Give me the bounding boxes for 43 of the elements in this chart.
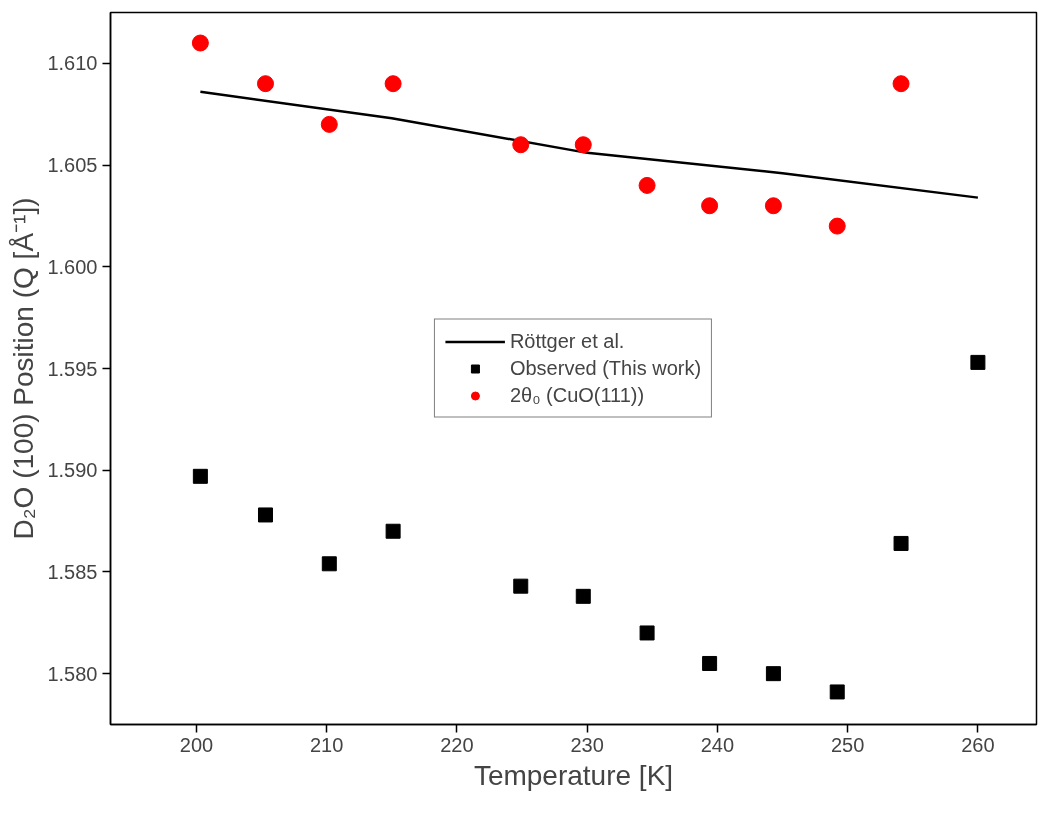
legend-label: Röttger et al. [509, 329, 625, 353]
point [829, 684, 845, 700]
point [192, 468, 208, 484]
y-axis-title: D₂O (100) Position (Q [Å⁻¹]) [8, 197, 40, 540]
point [321, 556, 337, 572]
point [575, 588, 591, 604]
x-tick-label: 250 [830, 733, 865, 756]
y-tick-label: 1.580 [47, 662, 98, 685]
y-tick-label: 1.585 [47, 560, 98, 583]
y-tick-label: 1.605 [47, 154, 98, 177]
point [257, 507, 273, 523]
point [512, 136, 530, 154]
point [191, 34, 209, 52]
point [701, 197, 719, 215]
y-tick-label: 1.600 [47, 255, 98, 278]
point [893, 535, 909, 551]
legend-label: Observed (This work) [509, 356, 702, 380]
x-tick-label: 210 [310, 733, 344, 756]
x-tick-label: 260 [961, 733, 995, 756]
point [828, 217, 846, 235]
point [385, 523, 401, 539]
x-tick-label: 200 [179, 733, 214, 756]
x-tick-label: 240 [700, 733, 735, 756]
x-tick-label: 230 [570, 733, 604, 756]
point [384, 75, 402, 93]
point [764, 197, 782, 215]
point [638, 176, 656, 194]
x-axis-title: Temperature [K] [473, 759, 674, 791]
legend-label: 2θ₀ (CuO(111)) [509, 383, 645, 407]
y-tick-label: 1.610 [47, 52, 98, 75]
point [574, 136, 592, 154]
x-tick-label: 220 [440, 733, 474, 756]
point [892, 75, 910, 93]
point [970, 354, 986, 370]
y-tick-label: 1.590 [47, 459, 98, 482]
point [765, 666, 781, 682]
point [639, 625, 655, 641]
point [513, 578, 529, 594]
y-tick-label: 1.595 [47, 357, 98, 380]
line-series [199, 90, 980, 199]
point [320, 115, 338, 133]
point [702, 655, 718, 671]
point [256, 75, 274, 93]
